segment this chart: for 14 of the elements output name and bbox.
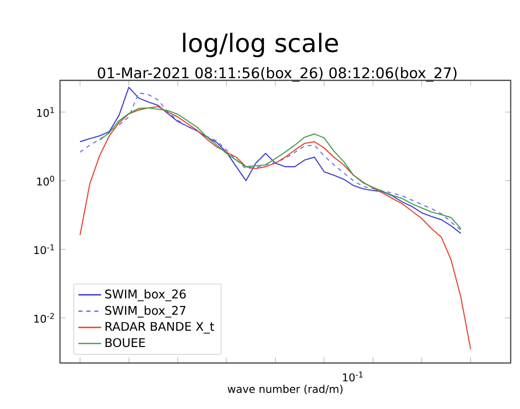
x-axis-title: wave number (rad/m) <box>228 384 342 394</box>
line-series <box>99 107 462 230</box>
legend-label: BOUEE <box>106 338 145 348</box>
y-tick-label: 10$^{0}$ <box>37 176 54 186</box>
text: 10$^{-1}$ <box>343 372 363 382</box>
line-series <box>79 106 472 350</box>
chart-subtitle: 01-Mar-2021 08:11:56(box_26) 08:12:06(box_27) <box>98 67 456 82</box>
legend-label: RADAR BANDE X_t <box>106 322 214 334</box>
legend-label: SWIM_box_27 <box>105 306 186 318</box>
y-tick-label: 10$^{1}$ <box>37 107 54 117</box>
y-tick-label: 10$^{-2}$ <box>34 312 54 323</box>
y-tick-label: 10$^{-1}$ <box>34 244 54 254</box>
chart-title: log/log scale <box>183 32 338 58</box>
legend-label: SWIM_box_26 <box>105 289 186 302</box>
